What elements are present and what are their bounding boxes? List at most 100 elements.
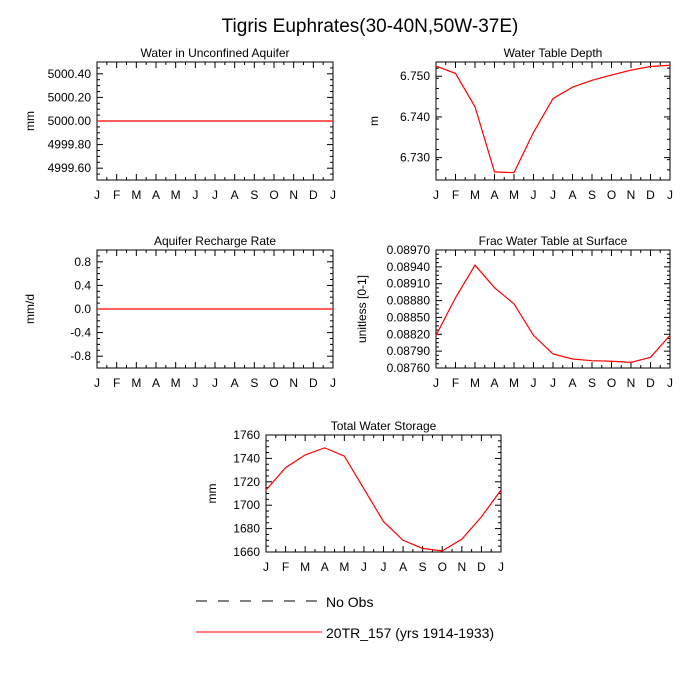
y-tick-label: 1700 — [233, 498, 260, 512]
x-tick-label: J — [531, 188, 537, 202]
x-tick-label: J — [94, 188, 100, 202]
x-tick-label: M — [131, 188, 141, 202]
x-tick-label: A — [568, 188, 576, 202]
x-tick-label: J — [498, 560, 504, 574]
x-tick-label: F — [113, 188, 120, 202]
y-tick-label: 1680 — [233, 522, 260, 536]
series-line — [265, 447, 502, 552]
x-tick-label: O — [438, 560, 447, 574]
x-tick-label: A — [321, 560, 329, 574]
x-tick-label: A — [490, 376, 498, 390]
x-tick-label: J — [94, 376, 100, 390]
figure-title: Tigris Euphrates(30-40N,50W-37E) — [222, 16, 519, 37]
x-tick-label: M — [339, 560, 349, 574]
x-tick-label: J — [192, 376, 198, 390]
x-tick-label: J — [667, 376, 673, 390]
x-tick-label: M — [470, 376, 480, 390]
y-tick-label: 0.08790 — [387, 344, 431, 358]
x-tick-label: N — [627, 188, 636, 202]
y-tick-label: 0.08940 — [387, 260, 431, 274]
y-tick-label: 0.0 — [74, 302, 91, 316]
y-tick-label: 0.08970 — [387, 243, 431, 257]
y-tick-label: 4999.80 — [48, 138, 92, 152]
x-tick-label: J — [330, 188, 336, 202]
x-tick-label: M — [509, 376, 519, 390]
y-axis-label: mm — [23, 111, 37, 131]
x-tick-label: D — [646, 376, 655, 390]
y-tick-label: 1720 — [233, 475, 260, 489]
y-tick-label: 5000.20 — [48, 90, 92, 104]
x-tick-label: A — [231, 376, 239, 390]
x-tick-label: J — [667, 188, 673, 202]
y-tick-label: 0.08880 — [387, 294, 431, 308]
x-tick-label: O — [269, 376, 278, 390]
x-tick-label: O — [607, 188, 616, 202]
plot-frame — [435, 249, 671, 369]
y-tick-label: 1660 — [233, 545, 260, 559]
x-tick-label: N — [289, 188, 298, 202]
y-tick-label: 1760 — [233, 428, 260, 442]
y-tick-label: 5000.00 — [48, 114, 92, 128]
x-tick-label: S — [588, 188, 596, 202]
x-tick-label: J — [361, 560, 367, 574]
x-tick-label: N — [627, 376, 636, 390]
y-tick-label: 0.08850 — [387, 310, 431, 324]
panel-title: Total Water Storage — [331, 419, 437, 433]
y-tick-label: -0.8 — [70, 349, 91, 363]
y-tick-label: 0.8 — [74, 255, 91, 269]
x-tick-label: D — [646, 188, 655, 202]
y-tick-label: 6.740 — [400, 110, 430, 124]
x-tick-label: F — [282, 560, 289, 574]
y-tick-label: 0.08910 — [387, 277, 431, 291]
legend-label-20tr-157: 20TR_157 (yrs 1914-1933) — [326, 625, 494, 641]
plot-frame — [435, 61, 671, 181]
x-tick-label: J — [433, 376, 439, 390]
x-tick-label: N — [289, 376, 298, 390]
x-tick-label: M — [171, 376, 181, 390]
x-tick-label: M — [171, 188, 181, 202]
x-tick-label: J — [212, 188, 218, 202]
panel-title: Water Table Depth — [504, 46, 603, 60]
x-tick-label: F — [452, 188, 459, 202]
y-tick-label: 0.4 — [74, 278, 91, 292]
x-tick-label: J — [381, 560, 387, 574]
y-tick-label: 1740 — [233, 451, 260, 465]
x-tick-label: J — [531, 376, 537, 390]
x-tick-label: J — [433, 188, 439, 202]
series-line — [435, 264, 671, 363]
x-tick-label: N — [457, 560, 466, 574]
y-axis-label: unitless [0-1] — [355, 275, 369, 343]
x-tick-label: A — [399, 560, 407, 574]
y-tick-label: 6.730 — [400, 151, 430, 165]
panel-title: Water in Unconfined Aquifer — [141, 46, 290, 60]
x-tick-label: M — [509, 188, 519, 202]
y-tick-label: 5000.40 — [48, 67, 92, 81]
legend-label-no-obs: No Obs — [326, 594, 373, 610]
x-tick-label: F — [113, 376, 120, 390]
x-tick-label: J — [192, 188, 198, 202]
x-tick-label: J — [550, 188, 556, 202]
x-tick-label: O — [607, 376, 616, 390]
x-tick-label: O — [269, 188, 278, 202]
y-tick-label: 0.08760 — [387, 361, 431, 375]
x-tick-label: S — [419, 560, 427, 574]
x-tick-label: A — [152, 188, 160, 202]
x-tick-label: A — [231, 188, 239, 202]
y-tick-label: -0.4 — [70, 326, 91, 340]
x-tick-label: D — [477, 560, 486, 574]
x-tick-label: S — [250, 376, 258, 390]
y-tick-label: 6.750 — [400, 69, 430, 83]
panel-title: Frac Water Table at Surface — [479, 234, 628, 248]
x-tick-label: S — [250, 188, 258, 202]
x-tick-label: J — [212, 376, 218, 390]
y-tick-label: 4999.60 — [48, 161, 92, 175]
x-tick-label: S — [588, 376, 596, 390]
x-tick-label: A — [152, 376, 160, 390]
legend: No Obs 20TR_157 (yrs 1914-1933) — [196, 594, 494, 641]
x-tick-label: F — [452, 376, 459, 390]
